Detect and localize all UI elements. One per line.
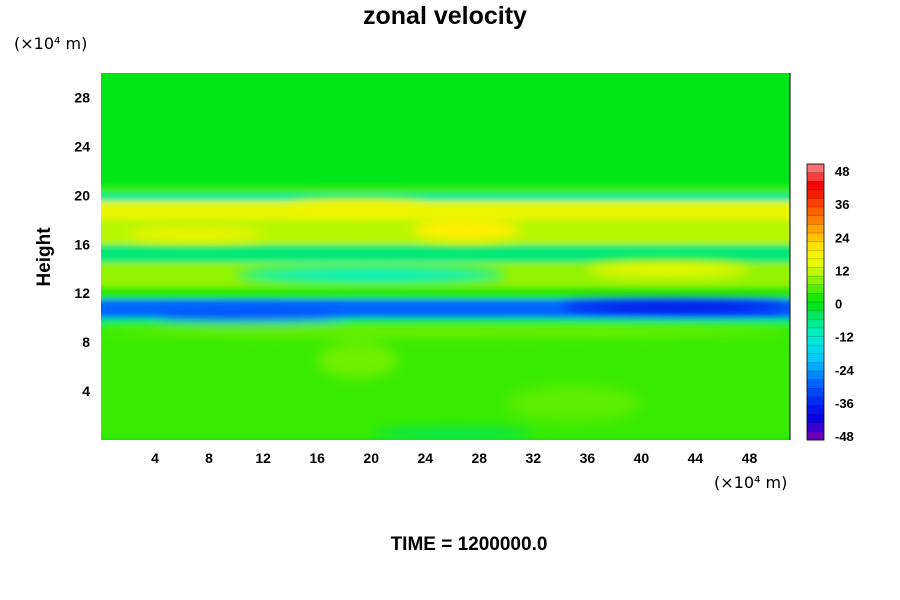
heatmap-features	[101, 200, 790, 440]
heatmap-band	[101, 323, 790, 440]
y-tick-label: 12	[74, 285, 90, 301]
colorbar-segment	[807, 172, 824, 182]
heatmap-bands	[101, 73, 790, 440]
heatmap-plot-area	[101, 73, 790, 440]
heatmap-band	[101, 192, 790, 202]
colorbar-segment	[807, 431, 824, 441]
colorbar	[806, 163, 825, 441]
y-tick-label: 28	[74, 89, 90, 105]
x-tick-label: 36	[580, 450, 596, 466]
heatmap-band	[101, 287, 790, 300]
x-axis-ticks: 4 8 12 16 20 24 28 32 36 40 44 48	[151, 450, 757, 466]
colorbar-tick-label: 36	[835, 197, 849, 212]
x-tick-label: 48	[742, 450, 758, 466]
colorbar-segment	[807, 327, 824, 337]
colorbar-segment	[807, 233, 824, 242]
x-tick-label: 44	[688, 450, 704, 466]
x-tick-label: 12	[255, 450, 271, 466]
x-tick-label: 40	[634, 450, 650, 466]
colorbar-frame	[806, 163, 825, 441]
colorbar-segment	[807, 336, 824, 346]
colorbar-segment	[807, 241, 824, 251]
x-tick-label: 32	[526, 450, 542, 466]
colorbar-segment	[807, 258, 824, 268]
colorbar-segment	[807, 207, 824, 217]
colorbar-segment	[807, 250, 824, 260]
colorbar-tick-label: -36	[835, 396, 854, 411]
colorbar-tick-label: 0	[835, 297, 842, 312]
colorbar-segment	[807, 267, 824, 277]
colorbar-tick-label: 12	[835, 263, 849, 278]
heatmap-feature	[236, 266, 507, 284]
colorbar-segment	[807, 353, 824, 363]
y-axis-ticks: 4 8 12 16 20 24 28	[74, 89, 90, 399]
colorbar-segment	[807, 362, 824, 372]
x-tick-label: 8	[205, 450, 213, 466]
y-tick-label: 20	[74, 187, 90, 203]
y-tick-label: 16	[74, 236, 90, 252]
colorbar-tick-label: -12	[835, 330, 854, 345]
x-axis-unit: (×10⁴ m)	[714, 473, 787, 492]
colorbar-segment	[807, 224, 824, 234]
heatmap-feature	[506, 384, 642, 422]
colorbar-segment	[807, 284, 824, 294]
colorbar-segment	[807, 414, 824, 424]
heatmap-feature	[101, 326, 790, 337]
colorbar-segment	[807, 422, 824, 432]
heatmap-band	[101, 201, 790, 220]
colorbar-tick-label: 24	[835, 230, 850, 245]
colorbar-tick-label: -48	[835, 429, 854, 444]
colorbar-segment	[807, 189, 824, 199]
heatmap-feature	[128, 227, 264, 242]
heatmap-band	[101, 244, 790, 263]
chart-title: zonal velocity	[363, 2, 527, 30]
y-axis-unit: (×10⁴ m)	[14, 34, 87, 53]
colorbar-segment	[807, 181, 824, 191]
heatmap-feature	[411, 217, 520, 242]
heatmap-band	[101, 73, 790, 188]
colorbar-segment	[807, 379, 824, 389]
colorbar-segment	[807, 388, 824, 398]
colorbar-segment	[807, 319, 824, 329]
x-tick-label: 28	[471, 450, 487, 466]
colorbar-segment	[807, 405, 824, 415]
x-tick-label: 24	[417, 450, 433, 466]
heatmap-feature	[317, 342, 399, 379]
colorbar-segment	[807, 302, 824, 311]
colorbar-ticks: 48 36 24 12 0 -12 -24 -36 -48	[835, 164, 855, 444]
heatmap-feature	[155, 309, 345, 321]
heatmap-feature	[371, 427, 534, 440]
colorbar-segment	[807, 293, 824, 303]
heatmap-feature	[587, 261, 750, 279]
colorbar-segment	[807, 371, 824, 380]
x-tick-label: 16	[309, 450, 325, 466]
x-tick-label: 20	[363, 450, 379, 466]
colorbar-tick-label: 48	[835, 164, 849, 179]
y-axis-label: Height	[34, 227, 55, 287]
y-tick-label: 24	[74, 138, 90, 154]
colorbar-segment	[807, 198, 824, 208]
colorbar-segment	[807, 215, 824, 225]
y-tick-label: 4	[82, 383, 90, 399]
colorbar-segment	[807, 396, 824, 406]
y-tick-label: 8	[82, 334, 90, 350]
colorbar-segment	[807, 310, 824, 320]
heatmap-band	[101, 317, 790, 324]
heatmap-band	[101, 187, 790, 193]
colorbar-tick-label: -24	[835, 363, 855, 378]
x-tick-label: 4	[151, 450, 159, 466]
colorbar-segment	[807, 276, 824, 286]
colorbar-segment	[807, 164, 824, 173]
colorbar-segment	[807, 345, 824, 355]
heatmap-feature	[290, 200, 426, 213]
time-label: TIME = 1200000.0	[391, 534, 548, 555]
heatmap-feature	[560, 301, 790, 313]
